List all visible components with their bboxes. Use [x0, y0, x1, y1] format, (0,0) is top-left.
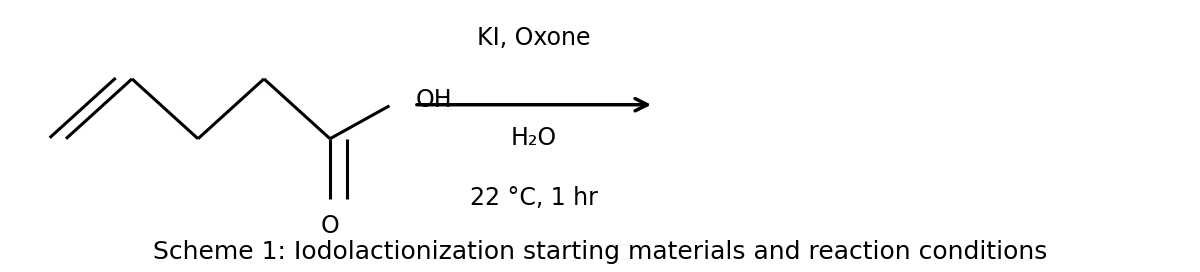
- Text: KI, Oxone: KI, Oxone: [478, 26, 590, 50]
- Text: O: O: [320, 214, 340, 238]
- Text: Scheme 1: Iodolactionization starting materials and reaction conditions: Scheme 1: Iodolactionization starting ma…: [152, 240, 1048, 264]
- Text: OH: OH: [416, 88, 452, 112]
- Text: 22 °C, 1 hr: 22 °C, 1 hr: [470, 186, 598, 210]
- Text: H₂O: H₂O: [511, 126, 557, 150]
